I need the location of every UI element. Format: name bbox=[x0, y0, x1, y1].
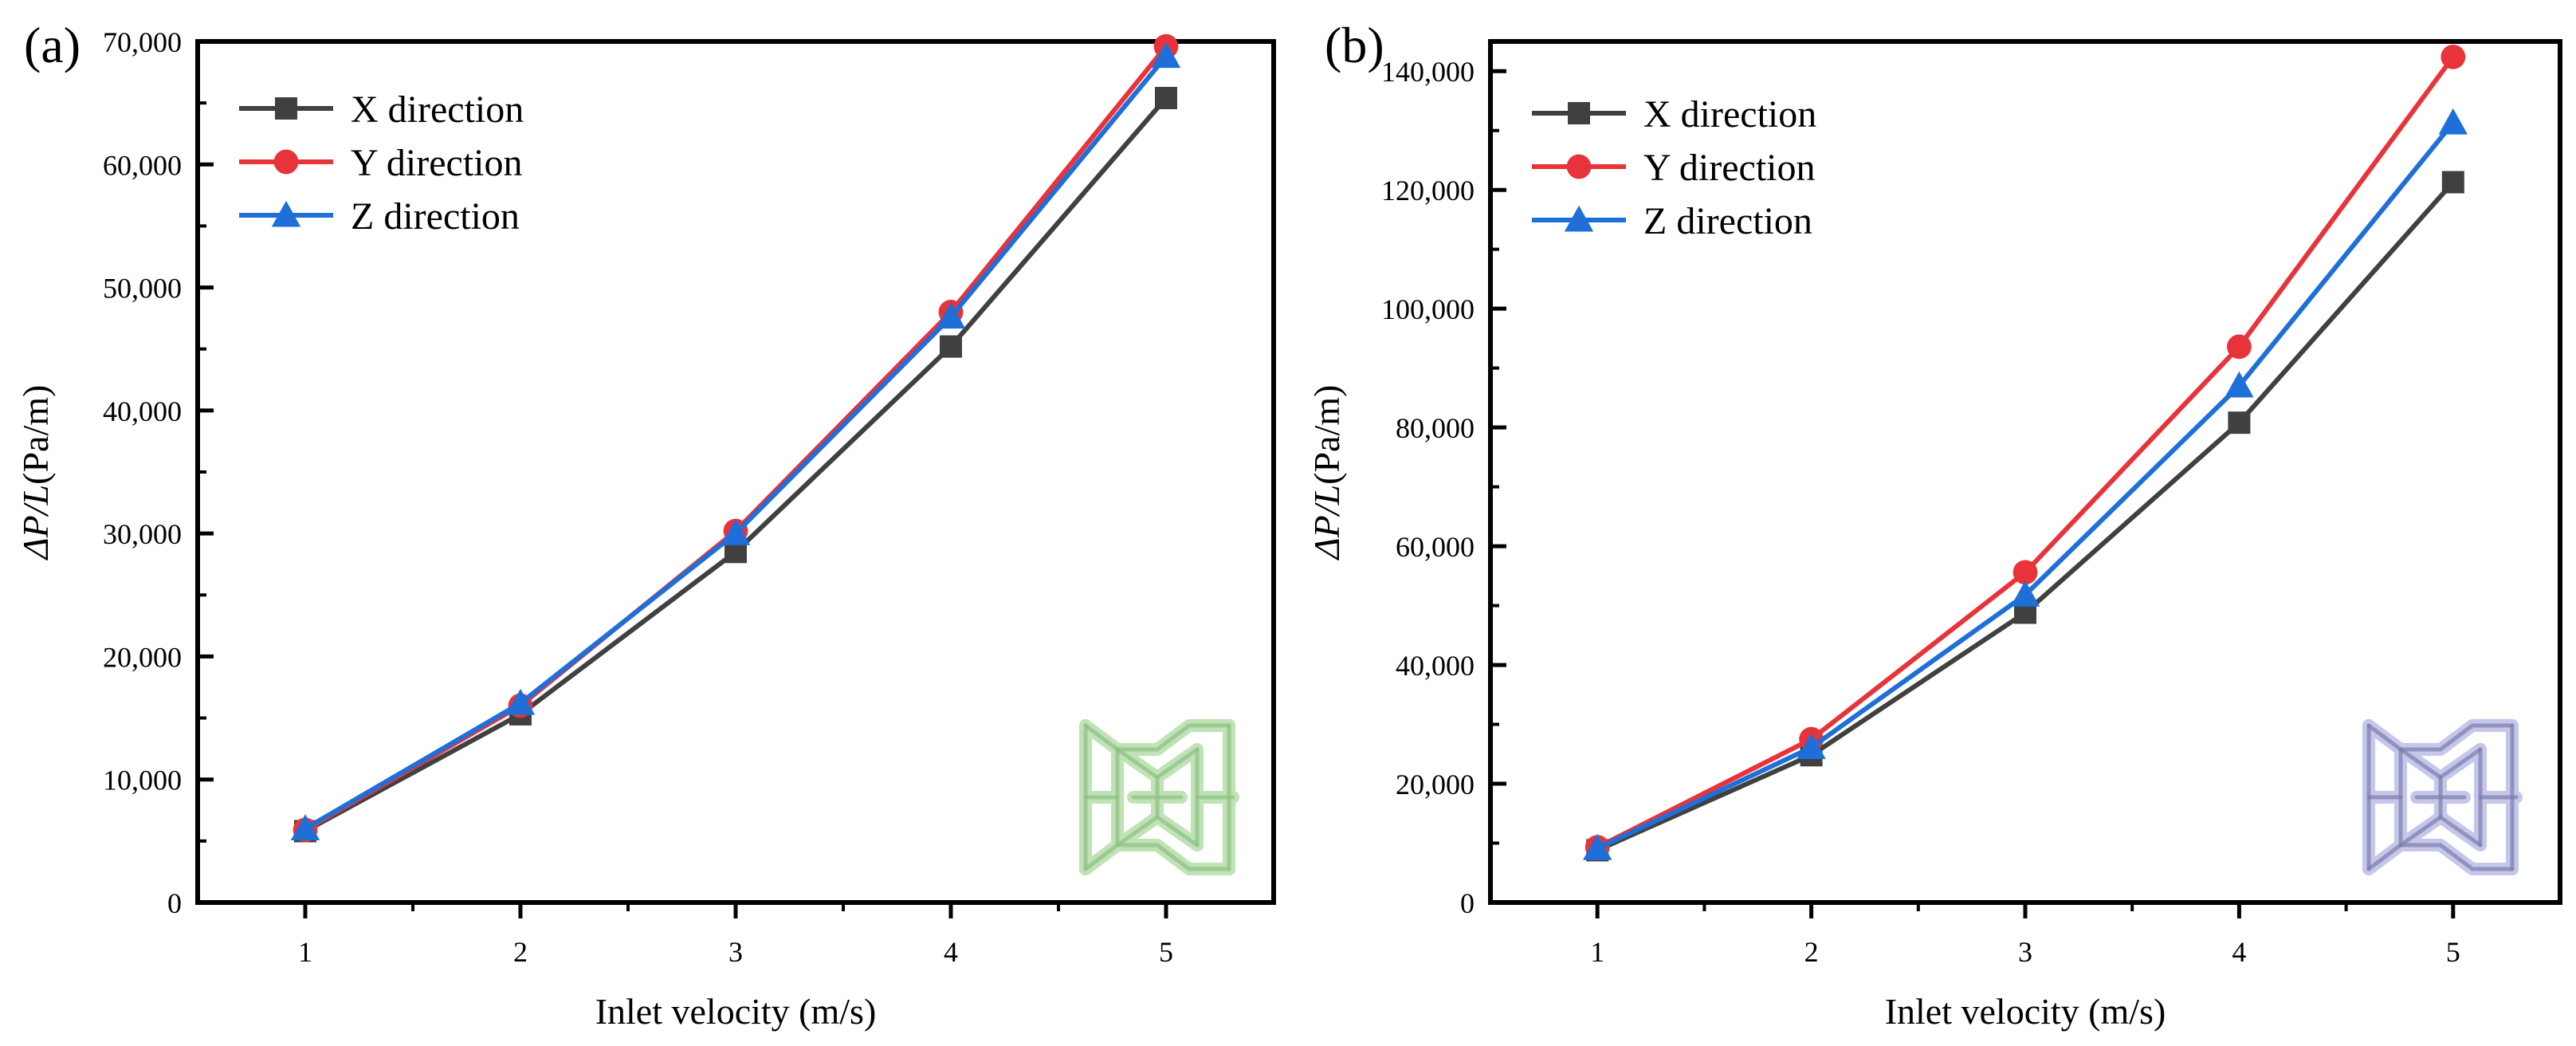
x-tick-label: 4 bbox=[2232, 936, 2246, 968]
y-tick-label: 40,000 bbox=[1396, 650, 1475, 682]
y-tick-label: 120,000 bbox=[1381, 175, 1475, 206]
data-point bbox=[721, 518, 751, 545]
y-axis-label-quantity: ΔP/L bbox=[1306, 485, 1347, 560]
data-point bbox=[2228, 411, 2251, 435]
x-tick-label: 4 bbox=[944, 936, 958, 968]
y-axis-label-unit: (Pa/m) bbox=[15, 385, 56, 485]
lattice-strut-shade bbox=[1083, 843, 1231, 871]
y-axis-label-quantity: ΔP/L bbox=[15, 485, 56, 560]
data-point bbox=[2441, 44, 2466, 69]
x-tick-label: 2 bbox=[513, 936, 528, 968]
legend-marker bbox=[1566, 154, 1592, 179]
data-point bbox=[2227, 334, 2252, 360]
x-tick-label: 5 bbox=[1159, 936, 1173, 968]
legend-label: Y direction bbox=[1643, 147, 1815, 189]
data-point bbox=[2441, 171, 2464, 194]
data-point bbox=[936, 302, 966, 329]
x-axis-label: Inlet velocity (m/s) bbox=[1885, 991, 2166, 1032]
y-tick-label: 70,000 bbox=[103, 26, 182, 58]
panel-label: (a) bbox=[24, 17, 80, 73]
data-point bbox=[2012, 560, 2038, 585]
y-tick-label: 60,000 bbox=[1396, 531, 1475, 563]
legend-marker bbox=[1564, 205, 1594, 232]
y-axis-label-unit: (Pa/m) bbox=[1306, 385, 1347, 485]
chart-panel-1: 0 10,000 20,000 30,000 40,000 50,000 60,000 70,… bbox=[15, 17, 1276, 1032]
legend-marker bbox=[275, 97, 297, 120]
lattice-strut-shade bbox=[1083, 723, 1231, 752]
lattice-strut-shade bbox=[2366, 843, 2515, 871]
data-point bbox=[505, 688, 536, 715]
legend-label: Z direction bbox=[351, 195, 520, 238]
y-tick-label: 40,000 bbox=[103, 395, 182, 427]
legend: X direction Y direction Z direction bbox=[1532, 93, 1816, 242]
y-tick-label: 20,000 bbox=[103, 641, 182, 673]
legend-label: X direction bbox=[1643, 93, 1816, 136]
lattice-strut bbox=[2362, 839, 2519, 875]
legend-label: Y direction bbox=[351, 142, 522, 184]
y-tick-label: 0 bbox=[167, 887, 182, 919]
y-tick-label: 20,000 bbox=[1396, 769, 1475, 800]
series-z-direction bbox=[1583, 108, 2468, 860]
lattice-strut bbox=[1079, 839, 1235, 875]
legend-label: Z direction bbox=[1643, 200, 1812, 242]
data-point bbox=[940, 335, 962, 358]
y-tick-label: 0 bbox=[1460, 887, 1475, 919]
y-tick-label: 30,000 bbox=[103, 518, 182, 550]
y-tick-label: 10,000 bbox=[103, 765, 182, 796]
legend-marker bbox=[273, 149, 299, 175]
data-point bbox=[1155, 86, 1177, 109]
x-tick-label: 2 bbox=[1804, 936, 1819, 968]
data-point bbox=[2438, 108, 2468, 135]
lattice-structure-icon bbox=[2362, 719, 2523, 875]
chart-panel-2: 0 20,000 40,000 60,000 80,000 100,000 120,000 1… bbox=[1306, 17, 2562, 1032]
legend-label: X direction bbox=[351, 88, 524, 131]
y-tick-label: 50,000 bbox=[103, 273, 182, 305]
legend-marker bbox=[271, 200, 301, 227]
x-tick-label: 1 bbox=[298, 936, 312, 968]
series-z-direction bbox=[290, 41, 1181, 840]
data-point bbox=[1797, 733, 1826, 760]
x-tick-label: 5 bbox=[2446, 936, 2460, 968]
y-tick-label: 80,000 bbox=[1396, 412, 1475, 444]
y-axis-label: ΔP/L(Pa/m) bbox=[1306, 385, 1347, 561]
data-point bbox=[1583, 834, 1612, 860]
lattice-strut bbox=[1079, 719, 1235, 756]
lattice-structure-icon bbox=[1079, 719, 1239, 875]
x-axis-label: Inlet velocity (m/s) bbox=[595, 991, 877, 1032]
legend-marker bbox=[1568, 102, 1590, 124]
legend: X direction Y direction Z direction bbox=[239, 88, 524, 238]
x-tick-label: 3 bbox=[2018, 936, 2032, 968]
lattice-strut-shade bbox=[2366, 723, 2515, 752]
data-point bbox=[2225, 371, 2254, 398]
x-tick-label: 1 bbox=[1590, 936, 1604, 968]
lattice-strut bbox=[2362, 719, 2519, 756]
panel-label: (b) bbox=[1325, 17, 1384, 73]
data-point bbox=[2010, 580, 2040, 607]
y-tick-label: 140,000 bbox=[1381, 56, 1475, 88]
x-tick-label: 3 bbox=[728, 936, 743, 968]
y-tick-label: 60,000 bbox=[103, 149, 182, 181]
data-point bbox=[290, 814, 320, 840]
data-point bbox=[1151, 41, 1181, 69]
y-axis-label: ΔP/L(Pa/m) bbox=[15, 385, 56, 561]
y-tick-label: 100,000 bbox=[1381, 293, 1475, 325]
